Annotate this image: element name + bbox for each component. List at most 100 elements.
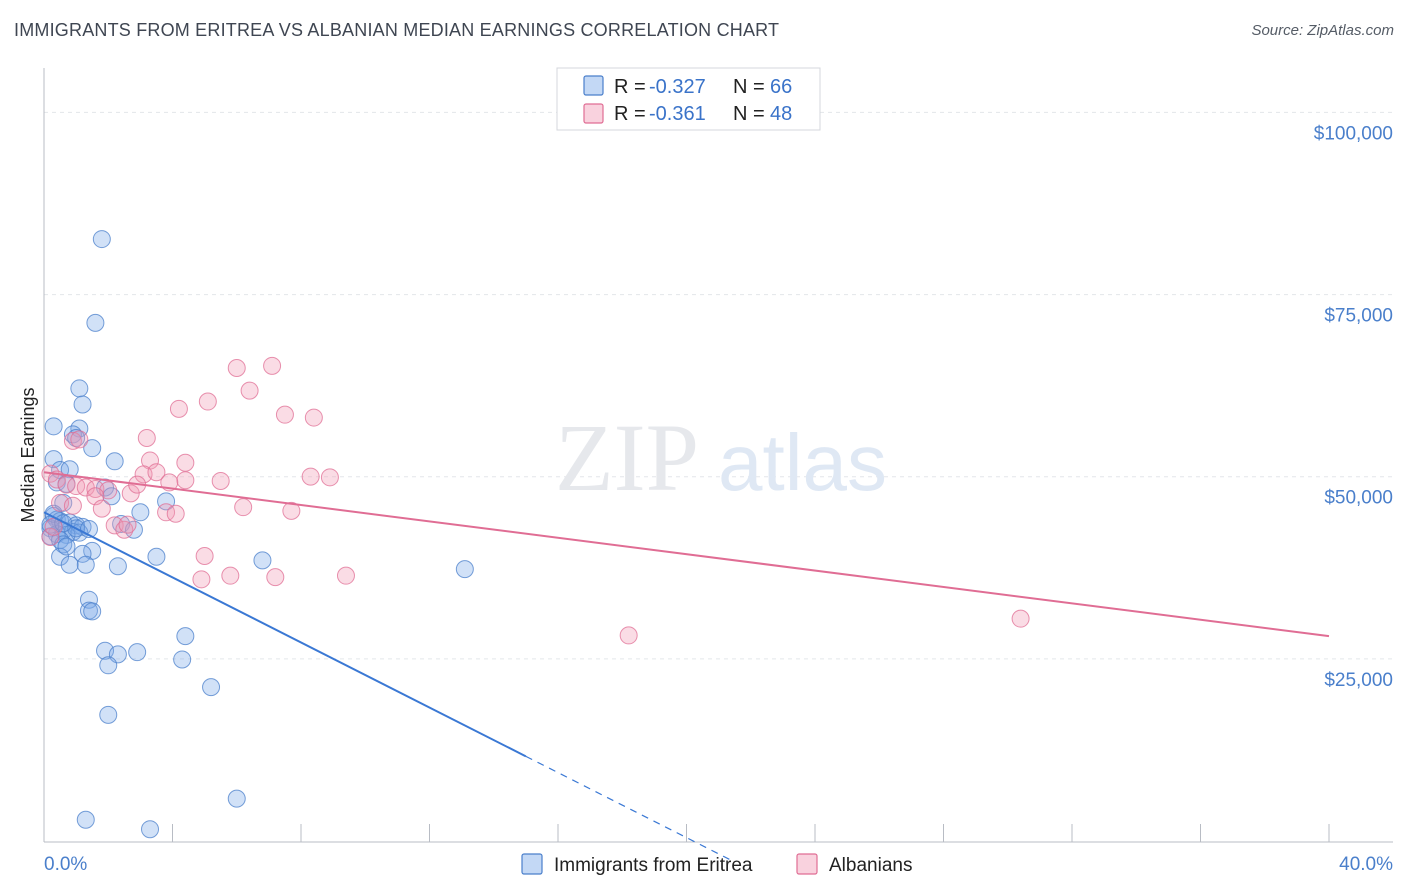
point-albanians-33 (92, 499, 111, 518)
point-albanians-32 (63, 496, 82, 515)
point-eritrea-42 (60, 555, 79, 574)
point-eritrea-38 (73, 544, 92, 563)
x-tick-label-1: 40.0% (1339, 854, 1393, 875)
point-albanians-43 (1011, 609, 1030, 628)
point-albanians-1 (227, 359, 246, 378)
point-albanians-8 (63, 431, 82, 450)
point-albanians-0 (263, 356, 282, 375)
point-eritrea-2 (70, 379, 89, 398)
point-eritrea-52 (128, 643, 147, 662)
point-albanians-28 (166, 504, 185, 523)
point-albanians-29 (234, 498, 253, 517)
legend-n-label-eritrea: N = (733, 76, 765, 98)
data-points (41, 230, 1030, 839)
point-albanians-34 (105, 516, 124, 535)
point-albanians-46 (70, 430, 89, 449)
point-eritrea-59 (141, 820, 160, 839)
point-albanians-36 (118, 515, 137, 534)
point-albanians-38 (192, 570, 211, 589)
point-albanians-40 (266, 568, 285, 587)
point-albanians-17 (57, 475, 76, 494)
trend-line-eritrea (43, 511, 527, 758)
point-albanians-37 (195, 547, 214, 565)
point-eritrea-12 (60, 460, 79, 479)
point-albanians-25 (211, 471, 230, 490)
legend-n-value-eritrea: 66 (770, 76, 792, 98)
legend-r-value-eritrea: -0.327 (649, 76, 706, 98)
point-albanians-13 (301, 467, 320, 486)
point-eritrea-48 (83, 602, 102, 621)
series-legend-swatch-eritrea (521, 853, 543, 875)
point-eritrea-46 (79, 590, 98, 609)
series-legend-swatch-albanians (796, 853, 818, 875)
point-albanians-24 (176, 471, 195, 490)
y-tick-labels: $25,000 $50,000 $75,000 $100,000 (1314, 123, 1393, 690)
legend-n-value-albanians: 48 (770, 103, 792, 125)
x-tick-label-0: 0.0% (44, 854, 87, 875)
x-tick-labels: 0.0% 40.0% (44, 854, 1393, 875)
point-albanians-20 (86, 479, 105, 498)
point-eritrea-61 (57, 537, 76, 556)
point-eritrea-0 (92, 230, 111, 249)
point-albanians-39 (221, 566, 240, 585)
point-eritrea-43 (76, 555, 95, 574)
point-albanians-7 (137, 428, 156, 447)
stats-legend: R = -0.327 N = 66 R = -0.361 N = 48 (556, 67, 821, 131)
point-eritrea-44 (108, 557, 127, 576)
point-eritrea-9 (105, 452, 124, 471)
point-albanians-14 (320, 468, 339, 487)
point-albanians-2 (240, 381, 259, 400)
point-albanians-41 (336, 566, 355, 585)
watermark: ZIP atlas (555, 404, 887, 511)
chart-title: IMMIGRANTS FROM ERITREA VS ALBANIAN MEDI… (14, 20, 780, 40)
legend-r-label-eritrea: R = (614, 76, 646, 98)
point-albanians-35 (115, 520, 134, 539)
point-eritrea-19 (131, 503, 150, 522)
trend-line-albanians (43, 471, 1330, 638)
point-eritrea-8 (83, 439, 102, 458)
point-albanians-18 (67, 477, 86, 496)
point-eritrea-58 (76, 810, 95, 829)
point-albanians-12 (147, 463, 166, 482)
point-eritrea-41 (253, 551, 272, 570)
legend-r-value-albanians: -0.361 (649, 103, 706, 125)
watermark-atlas: atlas (718, 418, 887, 507)
source-credit: Source: ZipAtlas.com (1251, 22, 1394, 39)
point-albanians-3 (198, 392, 217, 411)
legend-r-label-albanians: R = (614, 103, 646, 125)
trend-line-eritrea-extension (525, 755, 735, 863)
point-eritrea-10 (44, 450, 63, 469)
point-albanians-5 (275, 405, 294, 424)
point-eritrea-4 (44, 417, 63, 436)
point-eritrea-54 (99, 656, 118, 675)
point-eritrea-53 (173, 650, 192, 669)
point-eritrea-57 (227, 789, 246, 808)
point-albanians-10 (176, 453, 195, 472)
watermark-zip: ZIP (555, 404, 699, 511)
point-eritrea-55 (202, 678, 221, 697)
point-albanians-42 (619, 626, 638, 645)
point-eritrea-16 (102, 487, 121, 506)
y-tick-label-0: $25,000 (1324, 670, 1393, 691)
series-legend-label-albanians: Albanians (829, 855, 912, 876)
point-albanians-45 (44, 517, 63, 536)
y-tick-label-3: $100,000 (1314, 123, 1393, 144)
point-albanians-27 (157, 503, 176, 522)
point-eritrea-49 (176, 627, 195, 646)
point-eritrea-56 (99, 705, 118, 724)
point-eritrea-1 (86, 313, 105, 332)
series-legend-label-eritrea: Immigrants from Eritrea (554, 855, 753, 876)
series-legend: Immigrants from Eritrea Albanians (521, 853, 912, 876)
legend-swatch-albanians (583, 103, 604, 124)
stats-legend-box (556, 67, 821, 131)
point-albanians-30 (282, 501, 301, 520)
axes (43, 68, 1393, 843)
y-tick-label-1: $50,000 (1324, 488, 1393, 509)
y-axis-title: Median Earnings (18, 387, 38, 522)
point-albanians-4 (169, 399, 188, 418)
point-eritrea-3 (73, 395, 92, 414)
x-ticks (43, 824, 1330, 842)
point-eritrea-45 (455, 560, 474, 579)
trend-lines (43, 471, 1330, 863)
